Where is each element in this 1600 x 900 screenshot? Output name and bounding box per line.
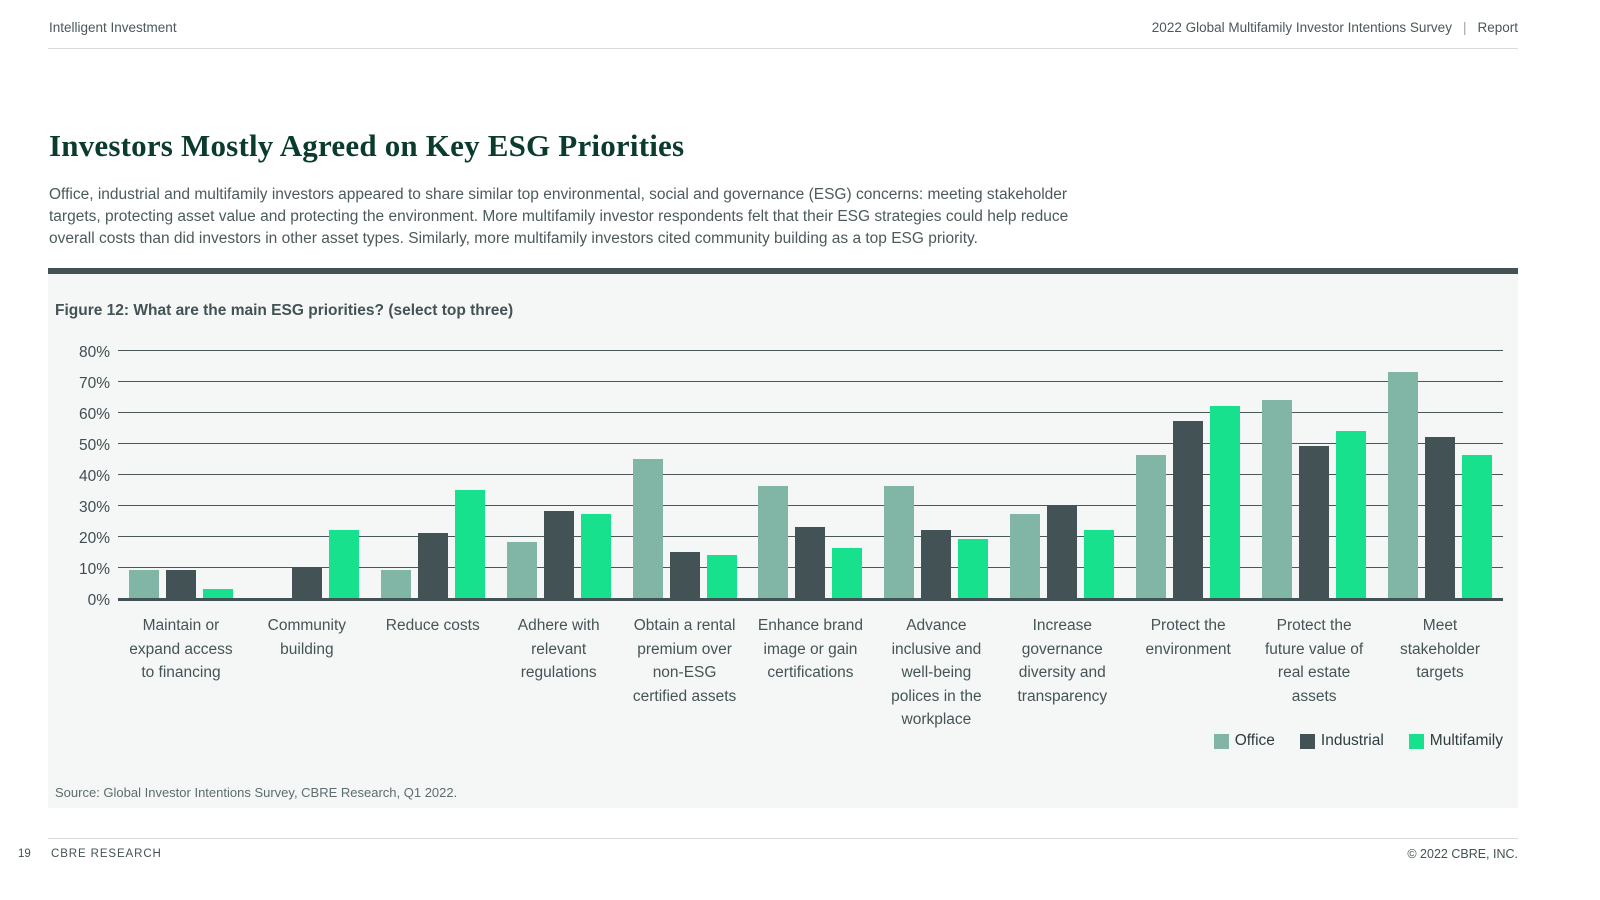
bar-office: [128, 570, 159, 598]
bar-industrial: [417, 532, 448, 598]
bar-group: [873, 353, 999, 598]
legend-item-industrial: Industrial: [1299, 732, 1384, 750]
bar-group: [1251, 353, 1377, 598]
bar-office: [1388, 371, 1419, 598]
bar-group: [370, 353, 496, 598]
gridline: [118, 443, 1503, 444]
header-survey-title: 2022 Global Multifamily Investor Intenti…: [1151, 20, 1452, 35]
x-axis-label: Community building: [267, 617, 347, 658]
bar-office: [1136, 455, 1167, 598]
bar-office: [1010, 514, 1041, 598]
gridline: [118, 474, 1503, 475]
bar-industrial: [1047, 505, 1078, 598]
bar-multifamily: [1210, 405, 1241, 598]
bar-group: [748, 353, 874, 598]
bar-office: [884, 486, 915, 598]
header-divider: [48, 48, 1518, 49]
header-report-label: Report: [1477, 20, 1518, 35]
bar-multifamily: [1336, 430, 1367, 598]
bar-industrial: [165, 570, 196, 598]
bar-groups: [118, 353, 1503, 598]
bar-multifamily: [328, 529, 359, 598]
y-tick-label: 30%: [78, 499, 110, 516]
gridline: [118, 412, 1503, 413]
y-axis-labels: 80% 70% 60% 50% 40% 30% 20% 10% 0%: [48, 344, 110, 609]
bar-industrial: [669, 551, 700, 598]
legend-label: Multifamily: [1429, 732, 1503, 749]
bar-group: [999, 353, 1125, 598]
bar-industrial: [543, 511, 574, 598]
bar-office: [1262, 399, 1293, 598]
bar-multifamily: [958, 539, 989, 598]
bar-industrial: [795, 526, 826, 598]
x-axis-label: Enhance brand image or gain certificatio…: [757, 617, 864, 681]
bar-chart-plot: [118, 350, 1503, 601]
gridline: [118, 350, 1503, 351]
x-axis-label: Obtain a rental premium over non-ESG cer…: [632, 617, 737, 705]
bar-industrial: [1173, 421, 1204, 598]
page-number: 19: [18, 848, 31, 860]
header-report-title: 2022 Global Multifamily Investor Intenti…: [1152, 20, 1518, 35]
legend-swatch-icon: [1408, 733, 1424, 749]
x-axis-label: Advance inclusive and well-being polices…: [891, 617, 982, 728]
y-tick-label: 70%: [78, 375, 110, 392]
bar-office: [380, 570, 411, 598]
footer-copyright: © 2022 CBRE, INC.: [1407, 847, 1518, 861]
x-axis-label: Reduce costs: [385, 617, 480, 634]
bar-group: [118, 353, 244, 598]
y-tick-label: 10%: [78, 561, 110, 578]
bar-multifamily: [580, 514, 611, 598]
figure-title: Figure 12: What are the main ESG priorit…: [55, 302, 514, 319]
x-axis-labels: Maintain or expand access to financing Co…: [118, 614, 1503, 732]
bar-multifamily: [202, 588, 233, 598]
x-axis-label: Protect the environment: [1145, 617, 1231, 658]
chart-legend: Office Industrial Multifamily: [1213, 732, 1503, 750]
bar-multifamily: [1084, 529, 1115, 598]
bar-group: [622, 353, 748, 598]
page-title: Investors Mostly Agreed on Key ESG Prior…: [49, 128, 685, 163]
bar-industrial: [1299, 446, 1330, 598]
bar-industrial: [291, 567, 322, 598]
bar-group: [1377, 353, 1503, 598]
bar-multifamily: [454, 489, 485, 598]
footer-brand: CBRE RESEARCH: [51, 848, 162, 860]
gridline: [118, 505, 1503, 506]
header-separator: |: [1462, 20, 1467, 35]
bar-multifamily: [706, 554, 737, 598]
x-axis-label: Meet stakeholder targets: [1399, 617, 1481, 681]
legend-item-multifamily: Multifamily: [1408, 732, 1503, 750]
bar-group: [496, 353, 622, 598]
intro-paragraph: Office, industrial and multifamily inves…: [49, 186, 1069, 247]
y-tick-label: 0%: [87, 592, 110, 609]
source-note: Source: Global Investor Intentions Surve…: [55, 785, 458, 800]
bar-multifamily: [832, 548, 863, 598]
y-tick-label: 80%: [78, 344, 110, 361]
y-tick-label: 50%: [78, 437, 110, 454]
legend-label: Office: [1234, 732, 1275, 749]
bar-multifamily: [1462, 455, 1493, 598]
x-axis-label: Adhere with relevant regulations: [517, 617, 600, 681]
x-axis-label: Protect the future value of real estate …: [1264, 617, 1364, 705]
gridline: [118, 381, 1503, 382]
bar-group: [244, 353, 370, 598]
x-axis-label: Maintain or expand access to financing: [129, 617, 233, 681]
bar-office: [506, 542, 537, 598]
legend-swatch-icon: [1299, 733, 1315, 749]
header-tagline: Intelligent Investment: [49, 20, 177, 35]
legend-label: Industrial: [1320, 732, 1384, 749]
y-tick-label: 20%: [78, 530, 110, 547]
footer-divider: [48, 838, 1518, 839]
x-axis-label: Increase governance diversity and transp…: [1017, 617, 1108, 705]
y-tick-label: 40%: [78, 468, 110, 485]
legend-swatch-icon: [1213, 733, 1229, 749]
bar-office: [758, 486, 789, 598]
bar-office: [632, 458, 663, 598]
y-tick-label: 60%: [78, 406, 110, 423]
bar-industrial: [921, 529, 952, 598]
bar-group: [1125, 353, 1251, 598]
legend-item-office: Office: [1213, 732, 1275, 750]
bar-industrial: [1425, 436, 1456, 598]
figure-panel: Figure 12: What are the main ESG priorit…: [48, 268, 1518, 808]
